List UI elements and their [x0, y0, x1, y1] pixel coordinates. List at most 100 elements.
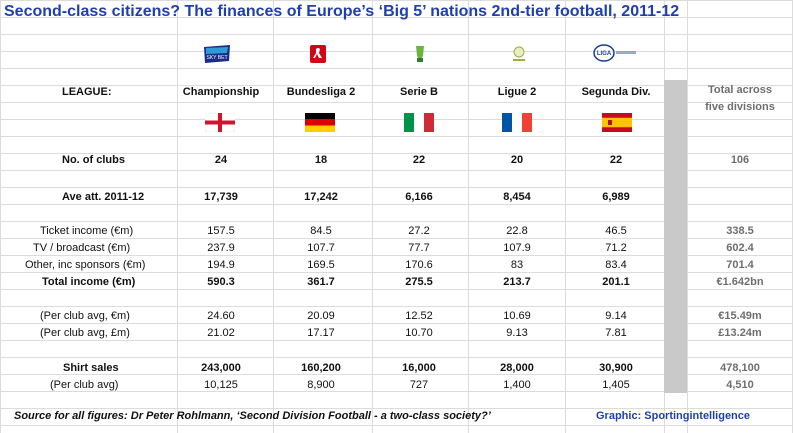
cell-per_club_gbp-2: 10.70 — [405, 327, 433, 339]
cell-shirt_sales-3: 28,000 — [500, 362, 534, 374]
cell-clubs-2: 22 — [412, 154, 426, 166]
cell-attendance-3: 8,454 — [503, 191, 531, 203]
total-per_club_gbp: £13.24m — [718, 327, 762, 339]
cell-shirt_per_club-3: 1,400 — [503, 379, 531, 391]
grid-column-line — [687, 0, 688, 433]
cell-other-4: 83.4 — [605, 259, 627, 271]
cell-clubs-1: 18 — [314, 154, 328, 166]
spain-flag — [602, 113, 632, 132]
total-shirt_sales: 478,100 — [720, 362, 760, 374]
league-header-1: Bundesliga 2 — [286, 86, 356, 98]
italy-flag — [404, 113, 434, 132]
row-label-per_club_gbp: (Per club avg, £m) — [40, 327, 130, 339]
cell-clubs-4: 22 — [609, 154, 623, 166]
cell-shirt_per_club-4: 1,405 — [602, 379, 630, 391]
row-label-other: Other, inc sponsors (€m) — [25, 259, 146, 271]
cell-attendance-1: 17,242 — [304, 191, 338, 203]
total-tv: 602.4 — [726, 242, 754, 254]
cell-attendance-2: 6,166 — [405, 191, 433, 203]
cell-ticket-2: 27.2 — [408, 225, 430, 237]
row-label-clubs: No. of clubs — [62, 154, 125, 166]
league-header-4: Segunda Div. — [581, 86, 651, 98]
total-total_income: €1.642bn — [716, 276, 764, 288]
ligue-2-logo — [508, 43, 530, 65]
row-label-shirt_sales: Shirt sales — [63, 362, 119, 374]
cell-attendance-4: 6,989 — [602, 191, 630, 203]
cell-other-2: 170.6 — [405, 259, 433, 271]
total-header-line2: five divisions — [705, 101, 775, 113]
cell-total_income-0: 590.3 — [207, 276, 235, 288]
cell-shirt_sales-4: 30,900 — [599, 362, 633, 374]
cell-ticket-0: 157.5 — [207, 225, 235, 237]
cell-per_club_gbp-3: 9.13 — [506, 327, 528, 339]
cell-shirt_per_club-0: 10,125 — [204, 379, 238, 391]
league-header-3: Ligue 2 — [497, 86, 537, 98]
total-per_club_eur: €15.49m — [718, 310, 762, 322]
cell-per_club_eur-0: 24.60 — [207, 310, 235, 322]
bundesliga-logo — [307, 43, 329, 65]
cell-tv-3: 107.9 — [503, 242, 531, 254]
cell-per_club_gbp-4: 7.81 — [605, 327, 627, 339]
cell-shirt_sales-1: 160,200 — [301, 362, 341, 374]
serie-b-logo — [409, 43, 431, 65]
cell-tv-4: 71.2 — [605, 242, 627, 254]
row-label-ticket: Ticket income (€m) — [40, 225, 134, 237]
cell-other-0: 194.9 — [207, 259, 235, 271]
england-flag — [204, 112, 236, 133]
league-header-0: Championship — [182, 86, 260, 98]
row-label-shirt_per_club: (Per club avg) — [50, 379, 119, 391]
total-ticket: 338.5 — [726, 225, 754, 237]
row-label-total_income: Total income (€m) — [42, 276, 136, 288]
total-other: 701.4 — [726, 259, 754, 271]
cell-clubs-0: 24 — [214, 154, 228, 166]
germany-flag — [305, 113, 335, 132]
cell-tv-1: 107.7 — [307, 242, 335, 254]
cell-total_income-3: 213.7 — [503, 276, 531, 288]
cell-shirt_sales-2: 16,000 — [402, 362, 436, 374]
cell-shirt_sales-0: 243,000 — [201, 362, 241, 374]
total-shirt_per_club: 4,510 — [726, 379, 754, 391]
cell-attendance-0: 17,739 — [204, 191, 238, 203]
sky-bet-championship-logo: SKY BET — [202, 43, 232, 65]
cell-other-3: 83 — [510, 259, 524, 271]
source-note: Source for all figures: Dr Peter Rohlman… — [14, 410, 491, 422]
grid-column-line — [273, 0, 274, 433]
cell-per_club_gbp-0: 21.02 — [207, 327, 235, 339]
cell-per_club_gbp-1: 17.17 — [307, 327, 335, 339]
total-clubs: 106 — [730, 154, 750, 166]
france-flag — [502, 113, 532, 132]
cell-total_income-2: 275.5 — [405, 276, 433, 288]
column-separator — [664, 80, 687, 393]
cell-ticket-1: 84.5 — [310, 225, 332, 237]
grid-column-line — [468, 0, 469, 433]
liga-adelante-logo: LIGA — [592, 43, 640, 65]
cell-total_income-4: 201.1 — [602, 276, 630, 288]
cell-tv-2: 77.7 — [408, 242, 430, 254]
league-header-2: Serie B — [400, 86, 438, 98]
row-label-tv: TV / broadcast (€m) — [33, 242, 131, 254]
cell-other-1: 169.5 — [307, 259, 335, 271]
cell-per_club_eur-4: 9.14 — [605, 310, 627, 322]
cell-shirt_per_club-1: 8,900 — [307, 379, 335, 391]
cell-clubs-3: 20 — [510, 154, 524, 166]
cell-per_club_eur-3: 10.69 — [503, 310, 531, 322]
row-label-attendance: Ave att. 2011-12 — [62, 191, 145, 203]
grid-column-line — [372, 0, 373, 433]
svg-text:SKY BET: SKY BET — [206, 55, 227, 61]
cell-shirt_per_club-2: 727 — [409, 379, 429, 391]
cell-ticket-3: 22.8 — [506, 225, 528, 237]
svg-text:LIGA: LIGA — [597, 51, 612, 57]
cell-per_club_eur-2: 12.52 — [405, 310, 433, 322]
grid-column-line — [565, 0, 566, 433]
grid-column-line — [177, 0, 178, 433]
cell-total_income-1: 361.7 — [307, 276, 335, 288]
page-title: Second-class citizens? The finances of E… — [4, 3, 680, 20]
cell-ticket-4: 46.5 — [605, 225, 627, 237]
total-header-line1: Total across — [708, 84, 772, 96]
cell-per_club_eur-1: 20.09 — [307, 310, 335, 322]
cell-tv-0: 237.9 — [207, 242, 235, 254]
league-row-label: LEAGUE: — [62, 86, 112, 98]
row-label-per_club_eur: (Per club avg, €m) — [40, 310, 130, 322]
graphic-credit: Graphic: Sportingintelligence — [596, 410, 751, 422]
